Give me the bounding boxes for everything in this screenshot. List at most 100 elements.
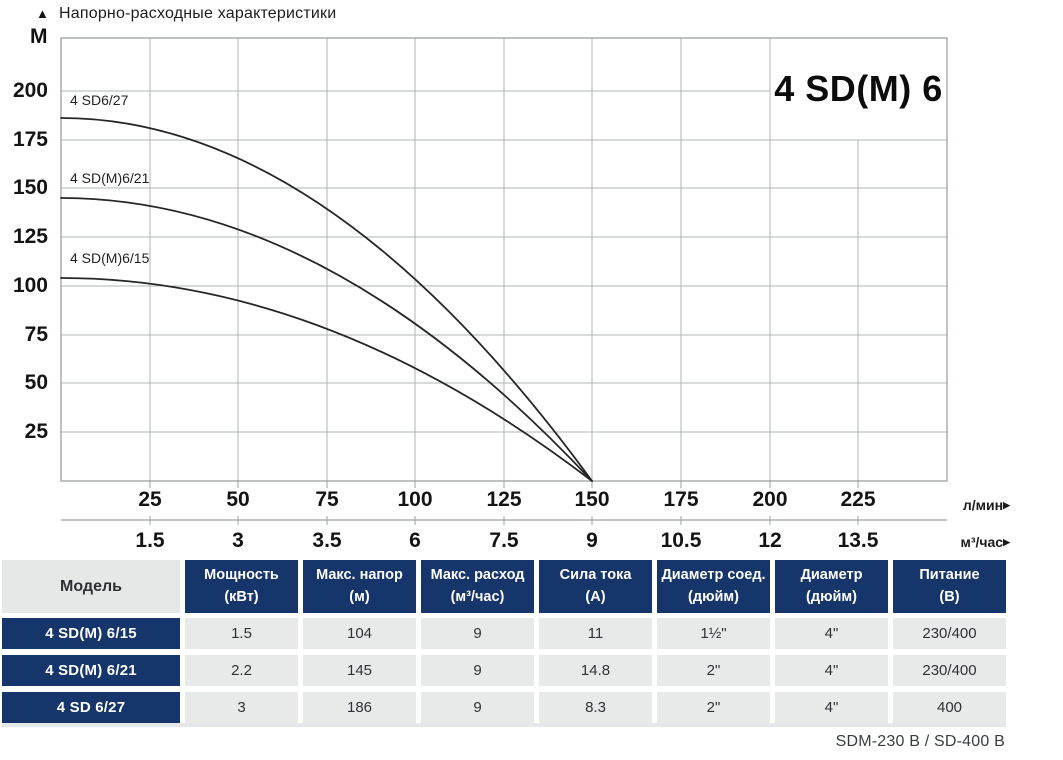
row-value-cell: 4": [775, 618, 888, 649]
curve-label-4sd6-27: 4 SD6/27: [70, 92, 129, 108]
pump-curves: [60, 117, 593, 482]
y-axis-tick-label: 200: [12, 79, 48, 102]
row-value-cell: 145: [303, 655, 416, 686]
secondary-axis-ticks: [149, 516, 859, 525]
header-line2: (м): [349, 588, 370, 605]
table-row: 4 SD(M) 6/15 1.5 104 9 11 1½" 4" 230/400: [2, 618, 1006, 649]
header-line1: Макс. напор: [316, 567, 403, 584]
x-axis-m3h-tick-label: 9: [586, 529, 598, 552]
x-axis-m3h-tick-label: 7.5: [489, 529, 519, 552]
row-value-cell: 1½": [657, 618, 770, 649]
x-axis-lmin-tick-label: 175: [663, 488, 699, 511]
curve-label-4sdm6-21: 4 SD(M)6/21: [70, 170, 150, 186]
y-axis-tick-label: 150: [12, 176, 48, 199]
voltage-caption: SDM-230 В / SD-400 В: [835, 733, 1005, 750]
row-model-cell: 4 SD 6/27: [2, 692, 180, 723]
row-value-cell: 1.5: [185, 618, 298, 649]
y-axis-tick-label: 50: [24, 371, 48, 394]
row-value-cell: 11: [539, 618, 652, 649]
header-line1: Питание: [919, 567, 980, 584]
x-axis-m3h-tick-label: 1.5: [135, 529, 165, 552]
x-axis-lmin-tick-label: 50: [226, 488, 250, 511]
row-value-cell: 230/400: [893, 618, 1006, 649]
header-line1: Диаметр: [800, 567, 863, 584]
x-axis-lmin-tick-label: 150: [574, 488, 610, 511]
chart-gridlines: [61, 38, 947, 481]
curve-4sd6-27: [60, 117, 593, 482]
spec-table: Модель Мощность (кВт) Макс. напор (м) Макс…: [2, 560, 1006, 723]
series-family-label: 4 SD(M) 6: [774, 68, 943, 109]
x-axis-m3h-tick-label: 13.5: [837, 529, 879, 552]
x-axis-m3h-tick-label: 10.5: [660, 529, 702, 552]
x-axis-lmin-unit: л/мин▶: [940, 497, 1010, 513]
x-axis-lmin-tick-label: 125: [486, 488, 522, 511]
right-arrow-icon: ▶: [1003, 537, 1010, 547]
table-row: 4 SD(M) 6/21 2.2 145 9 14.8 2" 4" 230/40…: [2, 655, 1006, 686]
curve-4sdm6-21: [60, 197, 593, 482]
header-connection-diameter: Диаметр соед. (дюйм): [657, 560, 770, 613]
row-value-cell: 2": [657, 692, 770, 723]
spec-table-header-row: Модель Мощность (кВт) Макс. напор (м) Макс…: [2, 560, 1006, 613]
right-arrow-icon: ▶: [1003, 500, 1010, 510]
row-value-cell: 14.8: [539, 655, 652, 686]
header-model: Модель: [2, 560, 180, 613]
model-label-box: [770, 38, 947, 140]
curve-label-4sdm6-15: 4 SD(M)6/15: [70, 250, 150, 266]
row-value-cell: 2.2: [185, 655, 298, 686]
header-line2: (А): [585, 588, 606, 605]
x-axis-m3h-tick-label: 6: [409, 529, 421, 552]
row-model-cell: 4 SD(M) 6/15: [2, 618, 180, 649]
y-axis-tick-label: 175: [12, 128, 48, 151]
header-line1: Сила тока: [559, 567, 632, 584]
row-value-cell: 4": [775, 655, 888, 686]
row-value-cell: 2": [657, 655, 770, 686]
row-value-cell: 186: [303, 692, 416, 723]
table-bottom-edge: [2, 723, 1006, 727]
header-current: Сила тока (А): [539, 560, 652, 613]
row-value-cell: 3: [185, 692, 298, 723]
row-value-cell: 9: [421, 692, 534, 723]
header-line2: (дюйм): [688, 588, 739, 605]
header-max-flow: Макс. расход (м³/час): [421, 560, 534, 613]
header-line1: Мощность: [204, 567, 279, 584]
y-axis-tick-label: 125: [12, 225, 48, 248]
up-arrow-icon: ▲: [36, 6, 49, 21]
row-value-cell: 230/400: [893, 655, 1006, 686]
row-value-cell: 9: [421, 655, 534, 686]
pump-curves-chart: [60, 37, 948, 525]
x-axis-ticks: [149, 481, 859, 488]
lmin-unit-text: л/мин: [962, 497, 1004, 513]
row-value-cell: 9: [421, 618, 534, 649]
x-axis-m3h-tick-label: 3.5: [312, 529, 342, 552]
x-axis-lmin-tick-label: 225: [840, 488, 876, 511]
header-line2: (кВт): [224, 588, 259, 605]
header-power: Мощность (кВт): [185, 560, 298, 613]
chart-title: Напорно-расходные характеристики: [59, 5, 337, 22]
x-axis-lmin-tick-label: 100: [397, 488, 433, 511]
table-row: 4 SD 6/27 3 186 9 8.3 2" 4" 400: [2, 692, 1006, 723]
y-axis-unit-label: М: [30, 25, 48, 48]
curve-4sdm6-15: [60, 277, 593, 482]
x-axis-m3h-unit: м³/час▶: [940, 534, 1010, 550]
header-line2: (дюйм): [806, 588, 857, 605]
row-model-cell: 4 SD(M) 6/21: [2, 655, 180, 686]
row-value-cell: 8.3: [539, 692, 652, 723]
header-line1: Диаметр соед.: [661, 567, 766, 584]
x-axis-lmin-tick-label: 200: [752, 488, 788, 511]
y-axis-tick-label: 100: [12, 274, 48, 297]
x-axis-lmin-tick-label: 75: [315, 488, 339, 511]
x-axis-m3h-tick-label: 12: [758, 529, 782, 552]
y-axis-tick-label: 25: [24, 420, 48, 443]
row-value-cell: 400: [893, 692, 1006, 723]
header-line2: (В): [939, 588, 960, 605]
m3h-unit-text: м³/час: [960, 534, 1004, 550]
header-max-head: Макс. напор (м): [303, 560, 416, 613]
header-diameter: Диаметр (дюйм): [775, 560, 888, 613]
y-axis-tick-label: 75: [24, 323, 48, 346]
header-line1: Макс. расход: [430, 567, 525, 584]
header-supply: Питание (В): [893, 560, 1006, 613]
row-value-cell: 104: [303, 618, 416, 649]
row-value-cell: 4": [775, 692, 888, 723]
x-axis-m3h-tick-label: 3: [232, 529, 244, 552]
